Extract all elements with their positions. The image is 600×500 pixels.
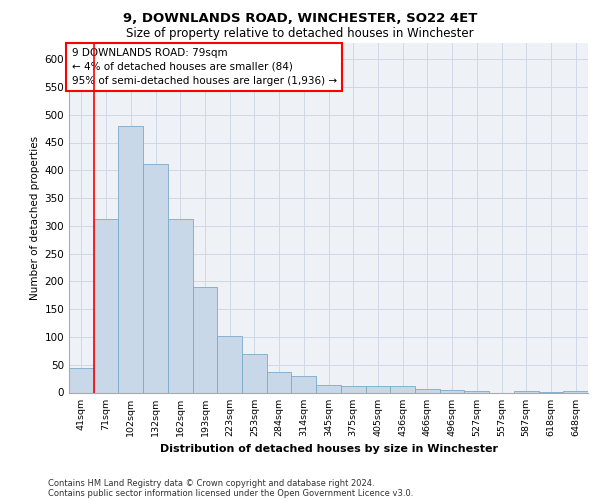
Bar [563,391,588,392]
Bar [193,287,217,393]
Bar [440,390,464,392]
Bar [94,219,118,392]
Bar [292,376,316,392]
X-axis label: Distribution of detached houses by size in Winchester: Distribution of detached houses by size … [160,444,497,454]
Text: Contains HM Land Registry data © Crown copyright and database right 2024.: Contains HM Land Registry data © Crown c… [48,478,374,488]
Bar [118,126,143,392]
Bar [267,372,292,392]
Text: Size of property relative to detached houses in Winchester: Size of property relative to detached ho… [126,28,474,40]
Bar [242,354,267,393]
Bar [217,336,242,392]
Bar [514,391,539,392]
Bar [390,386,415,392]
Bar [69,368,94,392]
Bar [168,219,193,392]
Bar [341,386,365,392]
Bar [365,386,390,392]
Bar [143,164,168,392]
Bar [316,386,341,392]
Text: 9 DOWNLANDS ROAD: 79sqm
← 4% of detached houses are smaller (84)
95% of semi-det: 9 DOWNLANDS ROAD: 79sqm ← 4% of detached… [71,48,337,86]
Text: 9, DOWNLANDS ROAD, WINCHESTER, SO22 4ET: 9, DOWNLANDS ROAD, WINCHESTER, SO22 4ET [123,12,477,26]
Bar [415,388,440,392]
Text: Contains public sector information licensed under the Open Government Licence v3: Contains public sector information licen… [48,488,413,498]
Y-axis label: Number of detached properties: Number of detached properties [30,136,40,300]
